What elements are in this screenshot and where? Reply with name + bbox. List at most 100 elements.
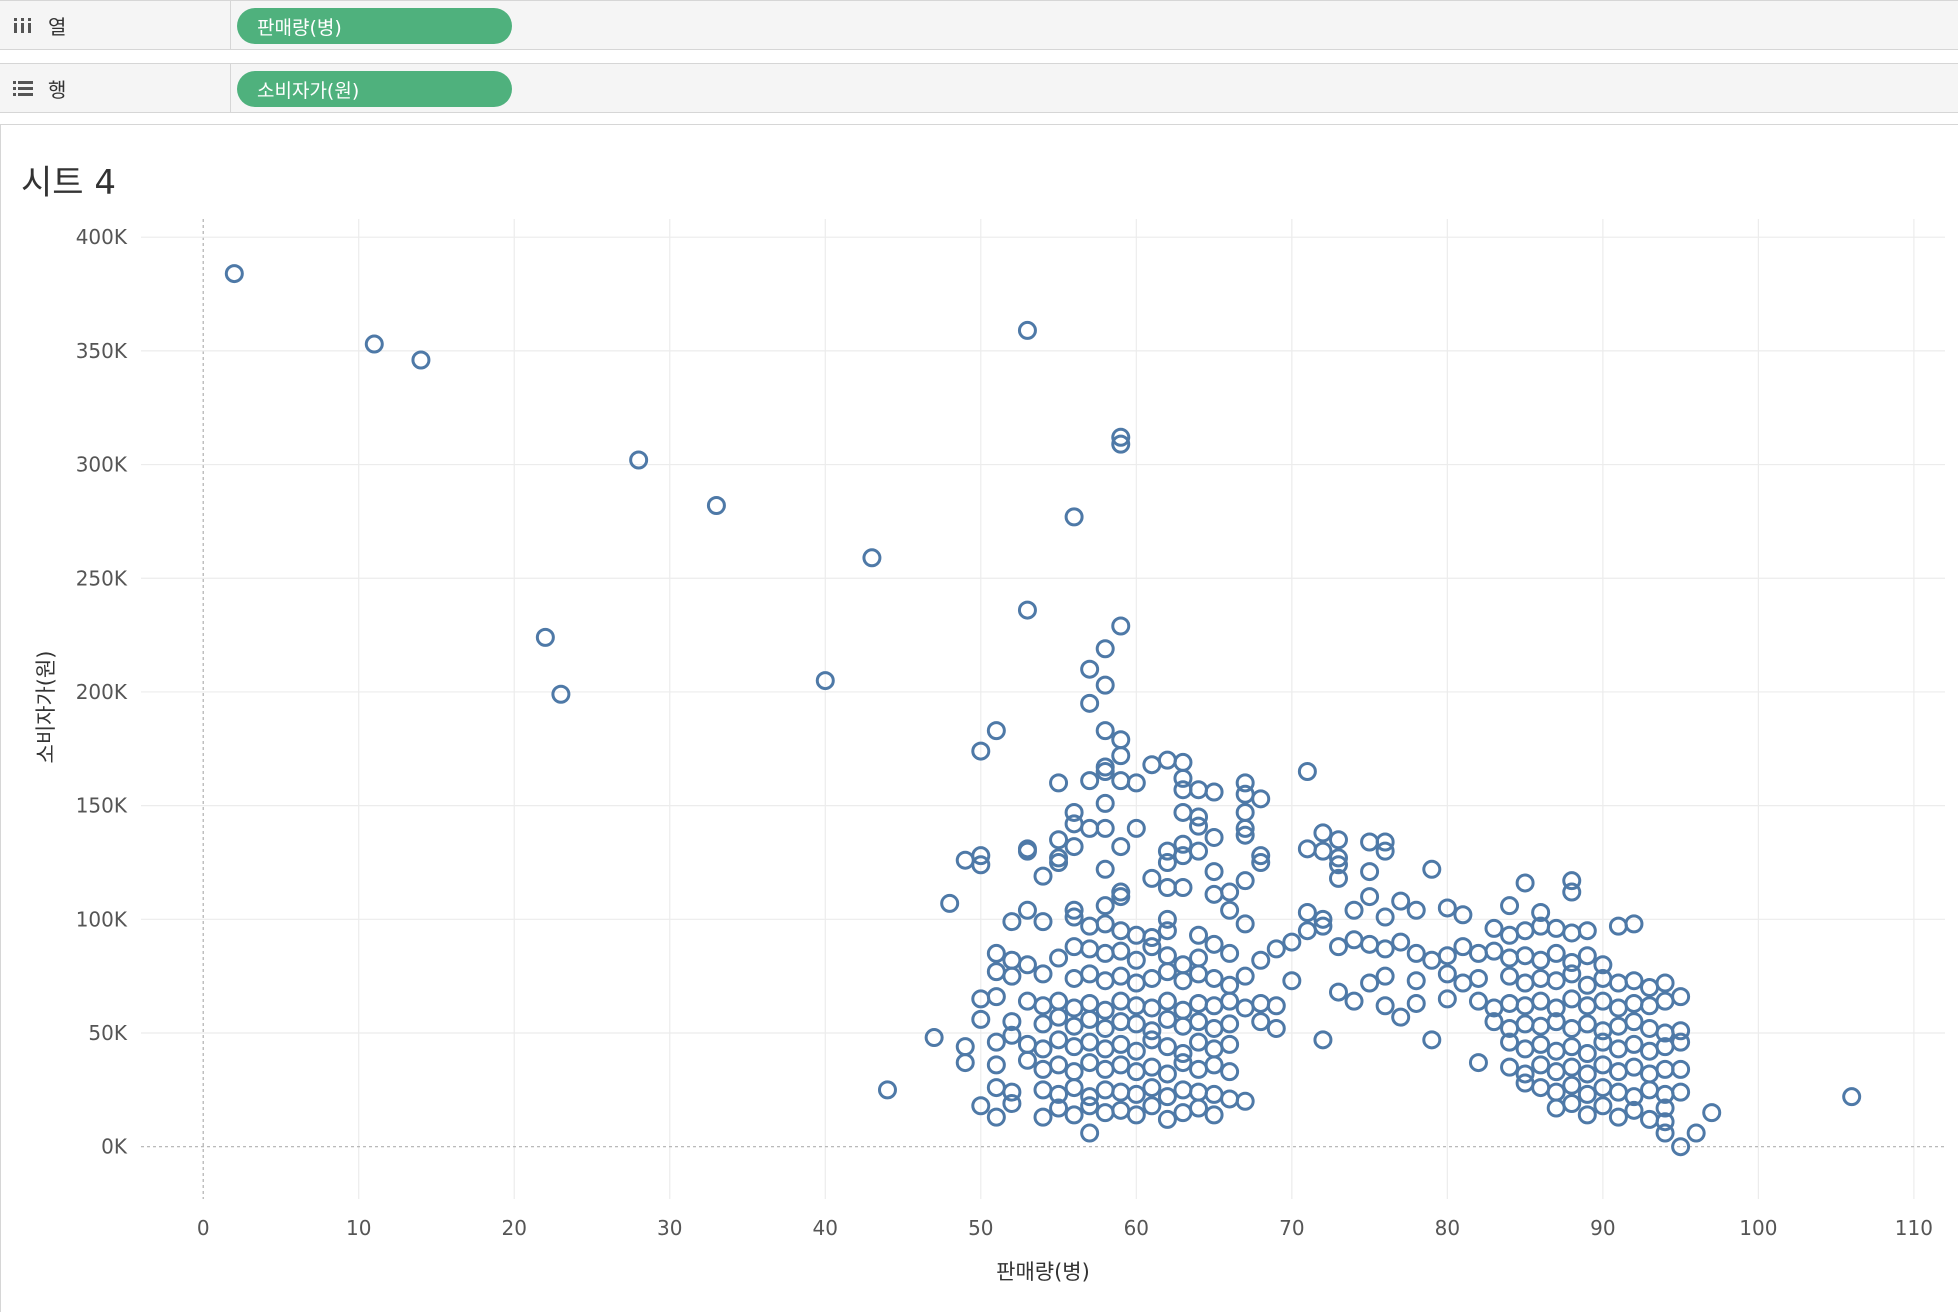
scatter-point[interactable] [1375, 841, 1395, 861]
scatter-point[interactable] [1204, 1105, 1224, 1125]
scatter-point[interactable] [1189, 1082, 1209, 1102]
scatter-point[interactable] [1189, 807, 1209, 827]
scatter-point[interactable] [1235, 818, 1255, 838]
scatter-point[interactable] [1111, 837, 1131, 857]
scatter-point[interactable] [1593, 1055, 1613, 1075]
scatter-point[interactable] [1577, 1105, 1597, 1125]
scatter-point[interactable] [1515, 973, 1535, 993]
scatter-point[interactable] [1313, 909, 1333, 929]
scatter-point[interactable] [1251, 852, 1271, 872]
scatter-point[interactable] [1173, 1016, 1193, 1036]
scatter-point[interactable] [1577, 921, 1597, 941]
scatter-point[interactable] [1297, 762, 1317, 782]
scatter-point[interactable] [1344, 991, 1364, 1011]
scatter-point[interactable] [1546, 1082, 1566, 1102]
scatter-point[interactable] [1655, 1123, 1675, 1143]
scatter-point[interactable] [1173, 780, 1193, 800]
scatter-point[interactable] [971, 846, 991, 866]
scatter-point[interactable] [1220, 975, 1240, 995]
scatter-point[interactable] [1531, 968, 1551, 988]
scatter-point[interactable] [1468, 991, 1488, 1011]
scatter-point[interactable] [1095, 971, 1115, 991]
scatter-point[interactable] [1515, 873, 1535, 893]
scatter-point[interactable] [1593, 1032, 1613, 1052]
scatter-point[interactable] [986, 1078, 1006, 1098]
scatter-point[interactable] [535, 627, 555, 647]
scatter-point[interactable] [1017, 900, 1037, 920]
scatter-point[interactable] [1515, 1039, 1535, 1059]
scatter-point[interactable] [1500, 896, 1520, 916]
scatter-point[interactable] [1328, 868, 1348, 888]
scatter-point[interactable] [1640, 978, 1660, 998]
scatter-point[interactable] [1033, 996, 1053, 1016]
scatter-point[interactable] [1033, 964, 1053, 984]
scatter-point[interactable] [1500, 1032, 1520, 1052]
scatter-point[interactable] [1204, 1055, 1224, 1075]
scatter-point[interactable] [1033, 866, 1053, 886]
scatter-point[interactable] [1173, 802, 1193, 822]
scatter-point[interactable] [1189, 948, 1209, 968]
scatter-point[interactable] [1640, 1018, 1660, 1038]
scatter-point[interactable] [986, 721, 1006, 741]
scatter-point[interactable] [1562, 923, 1582, 943]
scatter-point[interactable] [1017, 841, 1037, 861]
scatter-point[interactable] [971, 855, 991, 875]
scatter-point[interactable] [1157, 1109, 1177, 1129]
scatter-point[interactable] [1655, 973, 1675, 993]
scatter-point[interactable] [1064, 1037, 1084, 1057]
scatter-point[interactable] [1095, 818, 1115, 838]
scatter-point[interactable] [1640, 1041, 1660, 1061]
scatter-point[interactable] [1235, 998, 1255, 1018]
scatter-point[interactable] [877, 1080, 897, 1100]
scatter-point[interactable] [1484, 941, 1504, 961]
scatter-point[interactable] [1375, 832, 1395, 852]
scatter-point[interactable] [1095, 859, 1115, 879]
scatter-point[interactable] [1546, 1062, 1566, 1082]
scatter-point[interactable] [1080, 1053, 1100, 1073]
scatter-point[interactable] [1033, 912, 1053, 932]
scatter-point[interactable] [629, 450, 649, 470]
scatter-point[interactable] [1437, 898, 1457, 918]
scatter-point[interactable] [1002, 1082, 1022, 1102]
scatter-point[interactable] [1157, 1009, 1177, 1029]
scatter-point[interactable] [1328, 855, 1348, 875]
scatter-point[interactable] [1406, 993, 1426, 1013]
scatter-point[interactable] [1033, 1059, 1053, 1079]
scatter-point[interactable] [1126, 950, 1146, 970]
scatter-point[interactable] [1562, 953, 1582, 973]
scatter-point[interactable] [986, 1032, 1006, 1052]
scatter-point[interactable] [1655, 1098, 1675, 1118]
scatter-point[interactable] [1702, 1103, 1722, 1123]
scatter-point[interactable] [1282, 932, 1302, 952]
scatter-point[interactable] [1157, 852, 1177, 872]
scatter-point[interactable] [1189, 993, 1209, 1013]
scatter-point[interactable] [1111, 730, 1131, 750]
scatter-point[interactable] [1577, 996, 1597, 1016]
scatter-point[interactable] [1624, 1057, 1644, 1077]
scatter-point[interactable] [1235, 802, 1255, 822]
scatter-point[interactable] [1080, 993, 1100, 1013]
scatter-point[interactable] [1546, 1012, 1566, 1032]
scatter-point[interactable] [1002, 966, 1022, 986]
scatter-point[interactable] [1049, 948, 1069, 968]
scatter-point[interactable] [1624, 1034, 1644, 1054]
scatter-point[interactable] [364, 334, 384, 354]
scatter-point[interactable] [986, 943, 1006, 963]
scatter-point[interactable] [1111, 616, 1131, 636]
scatter-point[interactable] [1064, 937, 1084, 957]
scatter-point[interactable] [1220, 900, 1240, 920]
scatter-point[interactable] [1624, 971, 1644, 991]
scatter-point[interactable] [1453, 905, 1473, 925]
scatter-point[interactable] [1608, 1107, 1628, 1127]
scatter-point[interactable] [706, 495, 726, 515]
scatter-point[interactable] [1049, 830, 1069, 850]
scatter-point[interactable] [1189, 841, 1209, 861]
scatter-point[interactable] [1640, 1080, 1660, 1100]
scatter-point[interactable] [1064, 1016, 1084, 1036]
scatter-point[interactable] [1562, 882, 1582, 902]
scatter-point[interactable] [1142, 1021, 1162, 1041]
scatter-point[interactable] [1282, 971, 1302, 991]
scatter-point[interactable] [1328, 937, 1348, 957]
scatter-point[interactable] [1080, 818, 1100, 838]
scatter-point[interactable] [1111, 1034, 1131, 1054]
